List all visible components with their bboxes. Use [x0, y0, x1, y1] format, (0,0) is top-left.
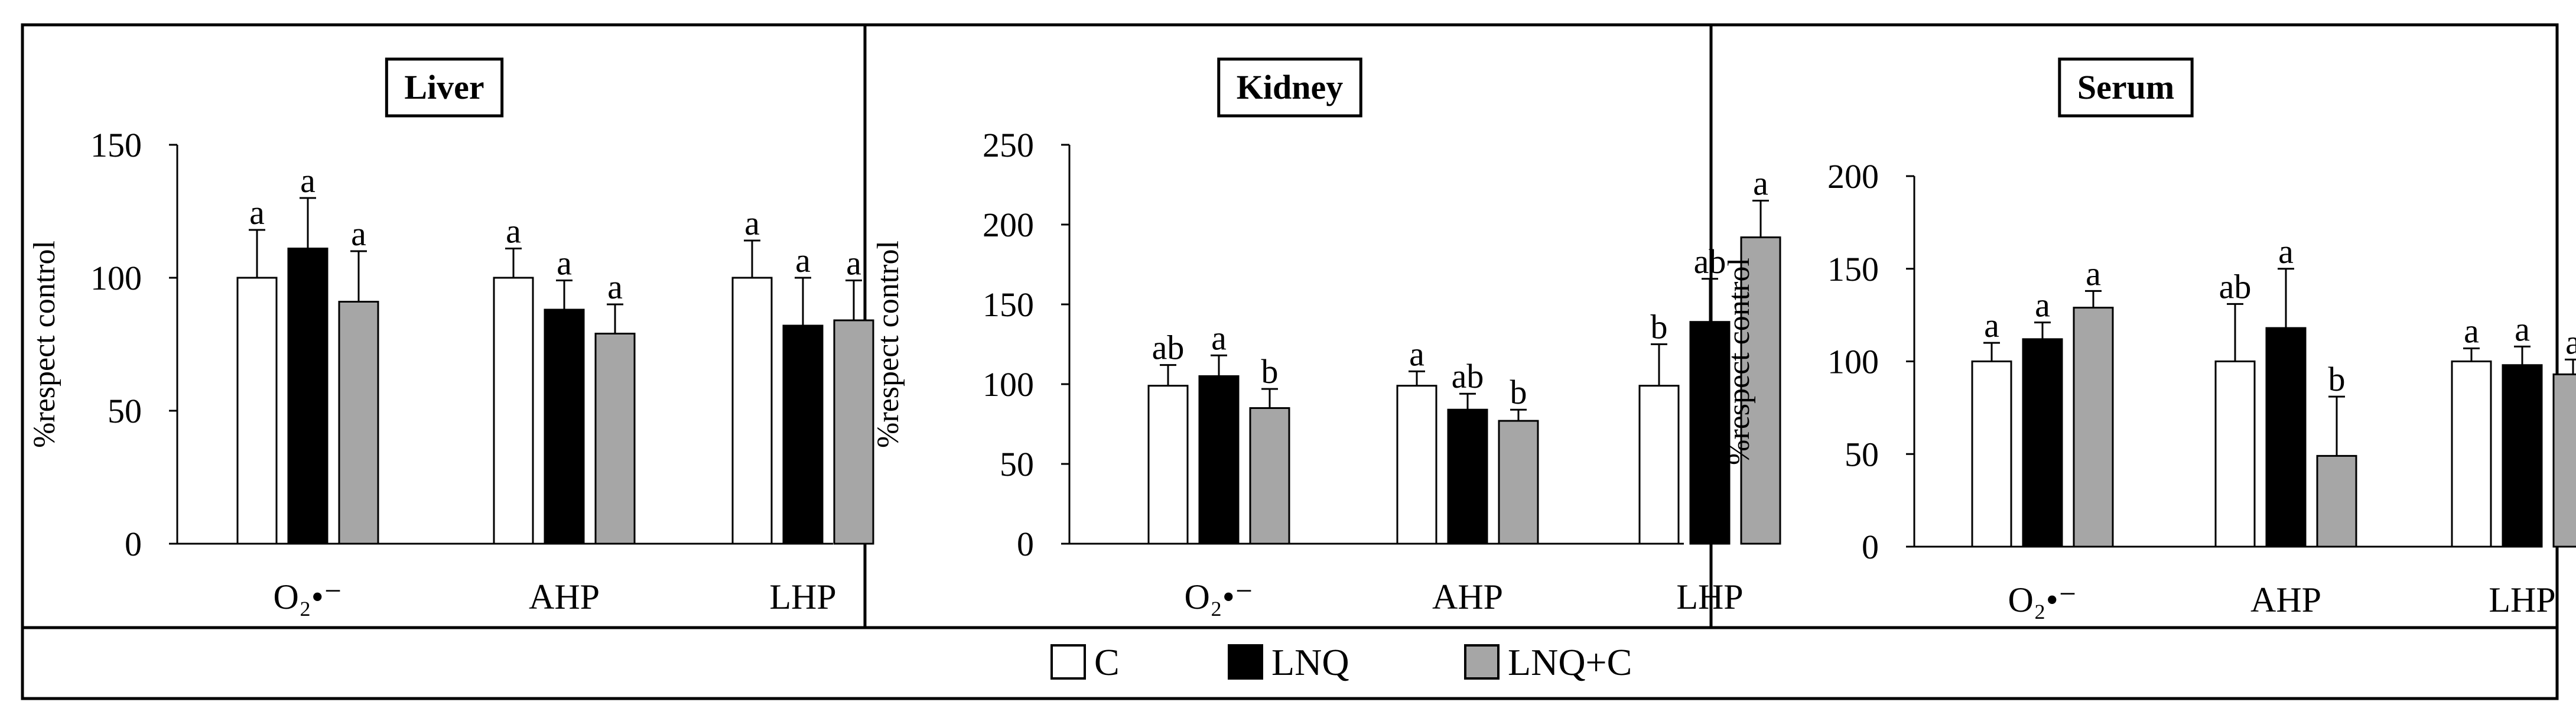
- kidney-category-label-1: AHP: [1432, 577, 1503, 616]
- kidney-bar-c-1-sig-label: a: [1409, 334, 1424, 373]
- kidney-bar-lnq-plus-c-2-sig-label: a: [1753, 164, 1768, 203]
- kidney-bar-c-0-sig-label: ab: [1152, 329, 1185, 367]
- liver-bar-c-1: [493, 277, 534, 545]
- kidney-bar-lnq-plus-c-1: [1498, 420, 1539, 545]
- serum-category-label-0: O₂•⁻: [2008, 580, 2077, 619]
- kidney-bar-lnq-2-sig-label: ab: [1694, 242, 1726, 281]
- serum-ylabel: %respect control: [1722, 258, 1756, 465]
- kidney-category-label-2: LHP: [1676, 577, 1743, 616]
- kidney-y-tick-label-150: 150: [983, 285, 1034, 324]
- serum-bar-lnq-plus-c-0: [2073, 307, 2114, 548]
- kidney-bar-c-1: [1396, 385, 1437, 545]
- liver-bar-lnq-plus-c-2-sig-label: a: [846, 244, 861, 282]
- liver-panel: Liver%respect control050100150aaaO₂•⁻aaa…: [28, 57, 874, 616]
- liver-bar-lnq-0-sig-label: a: [300, 161, 316, 200]
- legend-swatch-lnq: [1228, 644, 1263, 680]
- liver-bar-lnq-plus-c-2: [833, 319, 874, 545]
- serum-bar-lnq-plus-c-0-sig-label: a: [2086, 254, 2101, 293]
- serum-bar-lnq-2: [2502, 364, 2543, 548]
- serum-panel: Serum%respect control050100150200aaaO₂•⁻…: [1722, 57, 2576, 619]
- liver-bar-lnq-2-sig-label: a: [795, 241, 811, 280]
- legend-label-c: C: [1094, 641, 1120, 683]
- liver-bar-lnq-1-sig-label: a: [557, 244, 572, 282]
- kidney-bar-c-2-sig-label: b: [1651, 308, 1668, 346]
- liver-y-tick-label-0: 0: [125, 525, 142, 563]
- serum-title-box: [2058, 57, 2194, 118]
- liver-bar-c-0: [236, 277, 278, 545]
- figure-frame: [21, 23, 2559, 700]
- serum-bar-lnq-0: [2022, 338, 2063, 548]
- liver-bar-lnq-plus-c-1-sig-label: a: [607, 268, 623, 306]
- kidney-category-label-0: O₂•⁻: [1185, 577, 1254, 616]
- kidney-bar-lnq-2: [1689, 321, 1731, 545]
- serum-bar-c-1: [2214, 360, 2256, 548]
- liver-bar-lnq-plus-c-0: [338, 301, 379, 545]
- legend-swatch-lnq-plus-c: [1464, 644, 1500, 680]
- serum-bar-lnq-1: [2265, 327, 2307, 548]
- serum-bar-lnq-1-sig-label: a: [2278, 232, 2294, 271]
- kidney-y-tick-label-50: 50: [1000, 445, 1034, 483]
- kidney-y-tick-label-200: 200: [983, 206, 1034, 244]
- kidney-y-tick-label-250: 250: [983, 126, 1034, 164]
- legend-label-lnq-plus-c: LNQ+C: [1508, 641, 1632, 683]
- liver-bar-c-2: [731, 277, 773, 545]
- kidney-y-tick-label-0: 0: [1017, 525, 1034, 563]
- kidney-bar-lnq-1: [1447, 408, 1488, 545]
- liver-bar-lnq-2: [782, 324, 824, 545]
- serum-bar-lnq-2-sig-label: a: [2515, 310, 2530, 348]
- liver-y-tick-label-150: 150: [90, 126, 142, 164]
- serum-y-tick-label-150: 150: [1827, 250, 1879, 288]
- serum-bar-c-2-sig-label: a: [2464, 312, 2479, 350]
- serum-bar-lnq-plus-c-2-sig-label: a: [2565, 323, 2576, 361]
- serum-bar-c-0-sig-label: a: [1984, 306, 1999, 345]
- serum-y-tick-label-200: 200: [1827, 157, 1879, 196]
- serum-bar-lnq-0-sig-label: a: [2035, 286, 2050, 324]
- liver-title-box: [385, 57, 504, 118]
- kidney-bar-lnq-plus-c-0-sig-label: b: [1261, 352, 1279, 391]
- liver-bar-c-1-sig-label: a: [506, 212, 521, 251]
- liver-bar-c-2-sig-label: a: [744, 204, 760, 242]
- serum-bar-lnq-plus-c-1-sig-label: b: [2328, 360, 2346, 398]
- serum-bar-lnq-plus-c-2: [2552, 373, 2576, 548]
- liver-title: Liver: [404, 68, 484, 106]
- liver-category-label-2: LHP: [769, 577, 836, 616]
- serum-y-tick-label-0: 0: [1862, 528, 1879, 566]
- serum-bar-c-0: [1971, 360, 2012, 548]
- kidney-y-tick-label-100: 100: [983, 365, 1034, 404]
- serum-title: Serum: [2077, 68, 2174, 106]
- kidney-title-box: [1217, 57, 1362, 118]
- kidney-title: Kidney: [1237, 68, 1344, 106]
- kidney-bar-lnq-0: [1198, 375, 1240, 545]
- serum-category-label-2: LHP: [2489, 580, 2555, 619]
- kidney-bar-lnq-plus-c-0: [1249, 407, 1290, 545]
- kidney-bar-lnq-plus-c-1-sig-label: b: [1510, 373, 1527, 411]
- kidney-bar-lnq-plus-c-2: [1740, 236, 1781, 545]
- legend-label-lnq: LNQ: [1271, 641, 1349, 683]
- kidney-bar-c-0: [1147, 385, 1189, 545]
- liver-bar-lnq-0: [287, 248, 328, 545]
- serum-bar-c-1-sig-label: ab: [2219, 267, 2252, 306]
- serum-y-tick-label-100: 100: [1827, 343, 1879, 381]
- legend: C LNQ LNQ+C: [1050, 641, 1632, 683]
- kidney-bar-lnq-0-sig-label: a: [1211, 319, 1227, 357]
- liver-category-label-0: O₂•⁻: [274, 577, 343, 616]
- liver-category-label-1: AHP: [529, 577, 600, 616]
- legend-swatch-c: [1050, 644, 1086, 680]
- liver-y-tick-label-50: 50: [108, 392, 142, 430]
- kidney-bar-lnq-1-sig-label: ab: [1452, 357, 1484, 395]
- serum-category-label-1: AHP: [2250, 580, 2321, 619]
- liver-ylabel: %respect control: [28, 241, 61, 448]
- serum-bar-c-2: [2451, 360, 2492, 548]
- liver-bar-lnq-1: [544, 308, 585, 545]
- serum-bar-lnq-plus-c-1: [2316, 454, 2357, 548]
- liver-bar-c-0-sig-label: a: [249, 193, 265, 232]
- serum-y-tick-label-50: 50: [1845, 435, 1879, 473]
- kidney-ylabel: %respect control: [871, 241, 905, 448]
- liver-bar-lnq-plus-c-1: [594, 333, 636, 545]
- liver-y-tick-label-100: 100: [90, 259, 142, 297]
- kidney-bar-c-2: [1638, 385, 1680, 545]
- liver-bar-lnq-plus-c-0-sig-label: a: [351, 215, 366, 253]
